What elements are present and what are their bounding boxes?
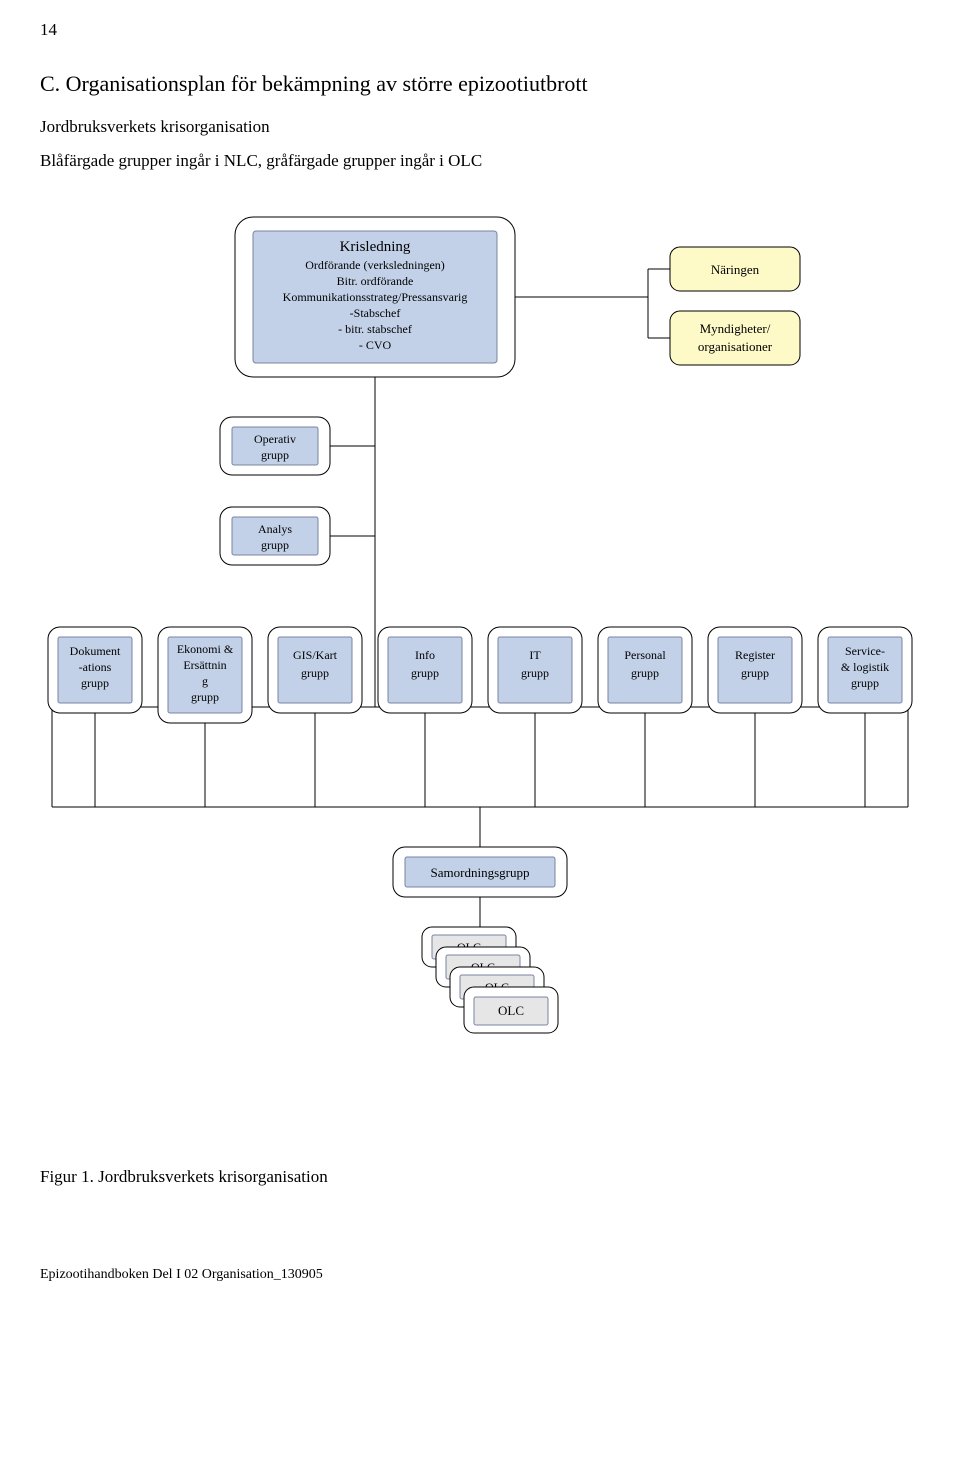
box-personal: Personal grupp (598, 627, 692, 807)
svg-text:grupp: grupp (521, 666, 549, 680)
svg-text:grupp: grupp (81, 676, 109, 690)
analys-l1: Analys (258, 522, 292, 536)
svg-text:Personal: Personal (624, 648, 666, 662)
box-service: Service- & logistik grupp (818, 627, 912, 807)
svg-text:IT: IT (529, 648, 541, 662)
krisledning-l2: Bitr. ordförande (337, 274, 414, 288)
box-dokument: Dokument -ations grupp (48, 627, 142, 807)
svg-text:grupp: grupp (851, 676, 879, 690)
krisledning-title: Krisledning (340, 239, 411, 255)
svg-text:Ekonomi &: Ekonomi & (177, 642, 234, 656)
myndigheter-box (670, 311, 800, 365)
page-number: 14 (40, 20, 920, 40)
naringen-label: Näringen (711, 262, 760, 277)
svg-text:Info: Info (415, 648, 435, 662)
svg-text:Register: Register (735, 648, 775, 662)
svg-text:grupp: grupp (301, 666, 329, 680)
krisledning-l5: - bitr. stabschef (338, 322, 412, 336)
svg-text:grupp: grupp (191, 690, 219, 704)
svg-text:Service-: Service- (845, 644, 885, 658)
svg-text:grupp: grupp (741, 666, 769, 680)
samord-label: Samordningsgrupp (431, 865, 530, 880)
section-heading: C. Organisationsplan för bekämpning av s… (40, 70, 920, 99)
figure-caption: Figur 1. Jordbruksverkets krisorganisati… (40, 1167, 920, 1187)
box-info: Info grupp (378, 627, 472, 807)
svg-text:g: g (202, 674, 208, 688)
svg-text:grupp: grupp (411, 666, 439, 680)
krisledning-l3: Kommunikationsstrateg/Pressansvarig (283, 290, 468, 304)
section-subheading: Jordbruksverkets krisorganisation (40, 117, 920, 137)
olc-stack: OLC OLC OLC OLC (422, 927, 558, 1033)
krisledning-l6: - CVO (359, 338, 392, 352)
svg-text:Ersättnin: Ersättnin (183, 658, 226, 672)
svg-text:-ations: -ations (79, 660, 112, 674)
footer-text: Epizootihandboken Del I 02 Organisation_… (40, 1267, 920, 1283)
box-it: IT grupp (488, 627, 582, 807)
operativ-l2: grupp (261, 448, 289, 462)
analys-l2: grupp (261, 538, 289, 552)
krisledning-l4: -Stabschef (350, 306, 401, 320)
svg-text:grupp: grupp (631, 666, 659, 680)
svg-text:Dokument: Dokument (70, 644, 121, 658)
box-ekonomi: Ekonomi & Ersättnin g grupp (158, 627, 252, 807)
operativ-l1: Operativ (254, 432, 296, 446)
myndigheter-l1: Myndigheter/ (700, 321, 771, 336)
box-gis: GIS/Kart grupp (268, 627, 362, 807)
myndigheter-l2: organisationer (698, 339, 773, 354)
krisledning-l1: Ordförande (verksledningen) (305, 258, 445, 272)
svg-text:GIS/Kart: GIS/Kart (293, 648, 338, 662)
svg-text:OLC: OLC (498, 1003, 524, 1018)
box-register: Register grupp (708, 627, 802, 807)
intro-text: Blåfärgade grupper ingår i NLC, gråfärga… (40, 151, 920, 171)
org-chart: Krisledning Ordförande (verksledningen) … (40, 207, 920, 1107)
svg-text:& logistik: & logistik (841, 660, 889, 674)
